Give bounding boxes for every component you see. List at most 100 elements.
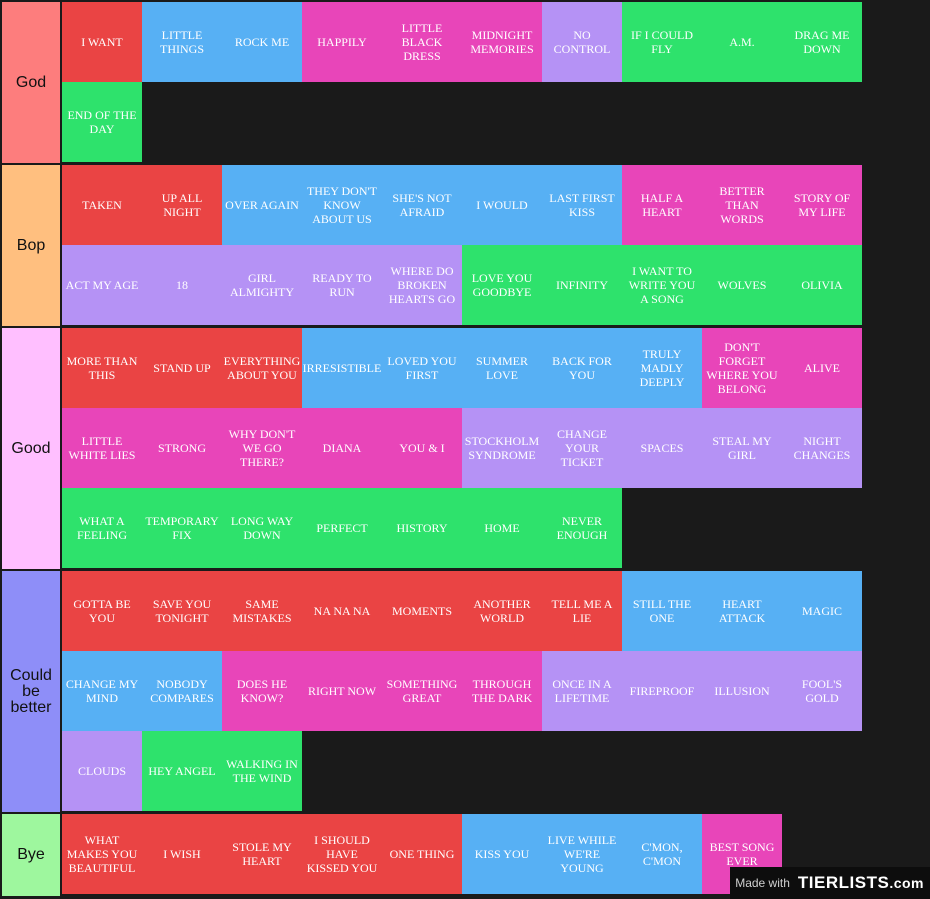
song-tile[interactable]: HEART ATTACK [702,571,782,651]
song-tile[interactable]: WALKING IN THE WIND [222,731,302,811]
song-tile[interactable]: WHY DON'T WE GO THERE? [222,408,302,488]
song-tile[interactable]: WHERE DO BROKEN HEARTS GO [382,245,462,325]
tier-items-god: I WANT LITTLE THINGS ROCK ME HAPPILY LITTLE … [62,2,862,163]
song-tile[interactable]: STAND UP [142,328,222,408]
song-tile[interactable]: ANOTHER WORLD [462,571,542,651]
song-tile[interactable]: IRRESISTIBLE [302,328,382,408]
song-tile[interactable]: OVER AGAIN [222,165,302,245]
song-tile[interactable]: STEAL MY GIRL [702,408,782,488]
song-tile[interactable]: TRULY MADLY DEEPLY [622,328,702,408]
song-tile[interactable]: I WISH [142,814,222,894]
song-tile[interactable]: BETTER THAN WORDS [702,165,782,245]
song-tile[interactable]: C'MON, C'MON [622,814,702,894]
song-tile[interactable]: HISTORY [382,488,462,568]
song-tile[interactable]: INFINITY [542,245,622,325]
song-tile[interactable]: EVERYTHING ABOUT YOU [222,328,302,408]
song-tile[interactable]: GOTTA BE YOU [62,571,142,651]
song-tile[interactable]: SHE'S NOT AFRAID [382,165,462,245]
song-tile[interactable]: NA NA NA [302,571,382,651]
song-tile[interactable]: ILLUSION [702,651,782,731]
song-tile[interactable]: FIREPROOF [622,651,702,731]
song-tile[interactable]: ROCK ME [222,2,302,82]
song-tile[interactable]: HAPPILY [302,2,382,82]
tier-label-god[interactable]: God [2,2,60,163]
song-tile[interactable]: SAVE YOU TONIGHT [142,571,222,651]
song-tile[interactable]: HOME [462,488,542,568]
song-tile[interactable]: LOVE YOU GOODBYE [462,245,542,325]
song-tile[interactable]: TELL ME A LIE [542,571,622,651]
song-tile[interactable]: THROUGH THE DARK [462,651,542,731]
tier-label-bye[interactable]: Bye [2,814,60,896]
song-tile[interactable]: SPACES [622,408,702,488]
song-tile[interactable]: FOOL'S GOLD [782,651,862,731]
song-tile[interactable]: THEY DON'T KNOW ABOUT US [302,165,382,245]
song-tile[interactable]: GIRL ALMIGHTY [222,245,302,325]
tier-row-good: Good MORE THAN THIS STAND UP EVERYTHING AB… [0,328,930,569]
song-tile[interactable]: DRAG ME DOWN [782,2,862,82]
song-tile[interactable]: MORE THAN THIS [62,328,142,408]
tier-label-good[interactable]: Good [2,328,60,569]
song-tile[interactable]: MAGIC [782,571,862,651]
song-tile[interactable]: DIANA [302,408,382,488]
song-tile[interactable]: NIGHT CHANGES [782,408,862,488]
song-tile[interactable]: LAST FIRST KISS [542,165,622,245]
song-tile[interactable]: STOLE MY HEART [222,814,302,894]
song-tile[interactable]: ONCE IN A LIFETIME [542,651,622,731]
song-tile[interactable]: WOLVES [702,245,782,325]
song-tile[interactable]: NOBODY COMPARES [142,651,222,731]
made-with-tierlists-watermark[interactable]: Made with TIERLISTS.com [730,867,930,899]
song-tile[interactable]: STORY OF MY LIFE [782,165,862,245]
song-tile[interactable]: END OF THE DAY [62,82,142,162]
song-tile[interactable]: NO CONTROL [542,2,622,82]
tier-items-bye: WHAT MAKES YOU BEAUTIFUL I WISH STOLE MY H… [62,814,862,896]
song-tile[interactable]: LONG WAY DOWN [222,488,302,568]
song-tile[interactable]: CLOUDS [62,731,142,811]
song-tile[interactable]: ALIVE [782,328,862,408]
song-tile[interactable]: A.M. [702,2,782,82]
song-tile[interactable]: TEMPORARY FIX [142,488,222,568]
song-tile[interactable]: DOES HE KNOW? [222,651,302,731]
song-tile[interactable]: HEY ANGEL [142,731,222,811]
song-tile[interactable]: NEVER ENOUGH [542,488,622,568]
song-tile[interactable]: WHAT A FEELING [62,488,142,568]
tierlists-logo: TIERLISTS.com [798,873,924,893]
song-tile[interactable]: RIGHT NOW [302,651,382,731]
song-tile[interactable]: STILL THE ONE [622,571,702,651]
song-tile[interactable]: DON'T FORGET WHERE YOU BELONG [702,328,782,408]
song-tile[interactable]: BACK FOR YOU [542,328,622,408]
song-tile[interactable]: 18 [142,245,222,325]
song-tile[interactable]: CHANGE YOUR TICKET [542,408,622,488]
song-tile[interactable]: I WANT TO WRITE YOU A SONG [622,245,702,325]
song-tile[interactable]: STOCKHOLM SYNDROME [462,408,542,488]
tierlists-logo-text: TIERLISTS [797,873,890,892]
tier-label-bop[interactable]: Bop [2,165,60,326]
song-tile[interactable]: LITTLE WHITE LIES [62,408,142,488]
song-tile[interactable]: UP ALL NIGHT [142,165,222,245]
song-tile[interactable]: I WOULD [462,165,542,245]
song-tile[interactable]: SUMMER LOVE [462,328,542,408]
song-tile[interactable]: YOU & I [382,408,462,488]
song-tile[interactable]: ONE THING [382,814,462,894]
song-tile[interactable]: WHAT MAKES YOU BEAUTIFUL [62,814,142,894]
song-tile[interactable]: SOMETHING GREAT [382,651,462,731]
song-tile[interactable]: OLIVIA [782,245,862,325]
song-tile[interactable]: IF I COULD FLY [622,2,702,82]
song-tile[interactable]: LITTLE THINGS [142,2,222,82]
song-tile[interactable]: KISS YOU [462,814,542,894]
tier-label-could-be-better[interactable]: Could be better [2,571,60,812]
song-tile[interactable]: MOMENTS [382,571,462,651]
song-tile[interactable]: LOVED YOU FIRST [382,328,462,408]
song-tile[interactable]: LITTLE BLACK DRESS [382,2,462,82]
song-tile[interactable]: MIDNIGHT MEMORIES [462,2,542,82]
song-tile[interactable]: LIVE WHILE WE'RE YOUNG [542,814,622,894]
song-tile[interactable]: HALF A HEART [622,165,702,245]
song-tile[interactable]: SAME MISTAKES [222,571,302,651]
song-tile[interactable]: READY TO RUN [302,245,382,325]
song-tile[interactable]: I WANT [62,2,142,82]
song-tile[interactable]: STRONG [142,408,222,488]
song-tile[interactable]: ACT MY AGE [62,245,142,325]
song-tile[interactable]: TAKEN [62,165,142,245]
song-tile[interactable]: PERFECT [302,488,382,568]
song-tile[interactable]: CHANGE MY MIND [62,651,142,731]
song-tile[interactable]: I SHOULD HAVE KISSED YOU [302,814,382,894]
